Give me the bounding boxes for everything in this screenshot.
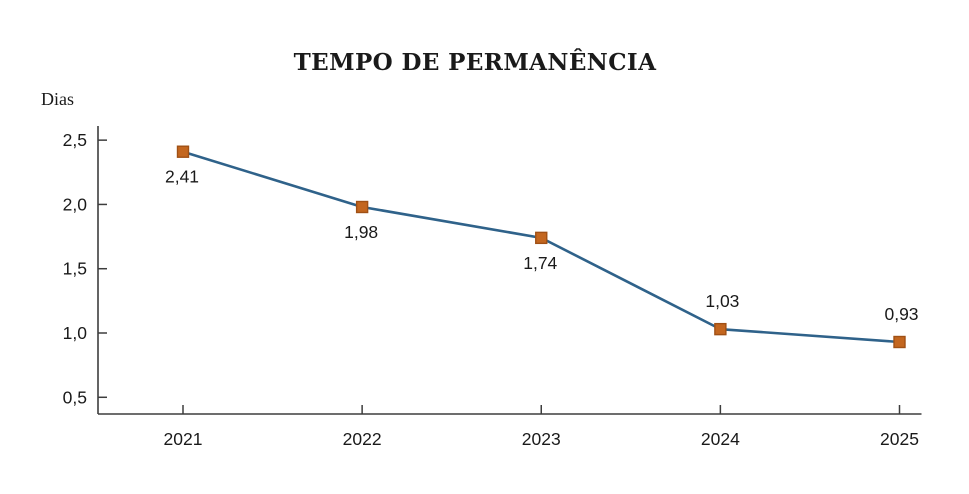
x-axis-tick-label: 2024 bbox=[701, 429, 740, 449]
data-series-line bbox=[181, 150, 901, 344]
data-point-label: 1,74 bbox=[523, 253, 557, 273]
data-point-label: 0,93 bbox=[884, 304, 918, 324]
y-axis-tick-label: 1,0 bbox=[63, 323, 88, 343]
data-point-label: 1,98 bbox=[344, 222, 378, 242]
y-axis-tick-label: 2,5 bbox=[63, 130, 87, 150]
chart-title: TEMPO DE PERMANÊNCIA bbox=[293, 49, 657, 76]
data-point-marker bbox=[535, 231, 548, 245]
y-axis-tick-label: 0,5 bbox=[63, 387, 87, 407]
data-point-marker bbox=[714, 322, 727, 336]
data-point-marker bbox=[893, 335, 906, 349]
y-axis-tick-label: 2,0 bbox=[63, 194, 88, 214]
x-axis-tick-label: 2023 bbox=[522, 429, 561, 449]
x-axis-tick-label: 2025 bbox=[880, 429, 919, 449]
y-axis-unit-label: Dias bbox=[41, 89, 74, 109]
data-point-marker bbox=[355, 200, 369, 214]
x-axis-tick-label: 2022 bbox=[343, 429, 382, 449]
data-point-label: 1,03 bbox=[705, 291, 739, 311]
y-axis-tick-label: 1,5 bbox=[63, 259, 87, 279]
data-point-marker bbox=[176, 145, 190, 158]
x-axis-tick-label: 2021 bbox=[164, 429, 203, 449]
data-point-label: 2,41 bbox=[165, 167, 199, 187]
